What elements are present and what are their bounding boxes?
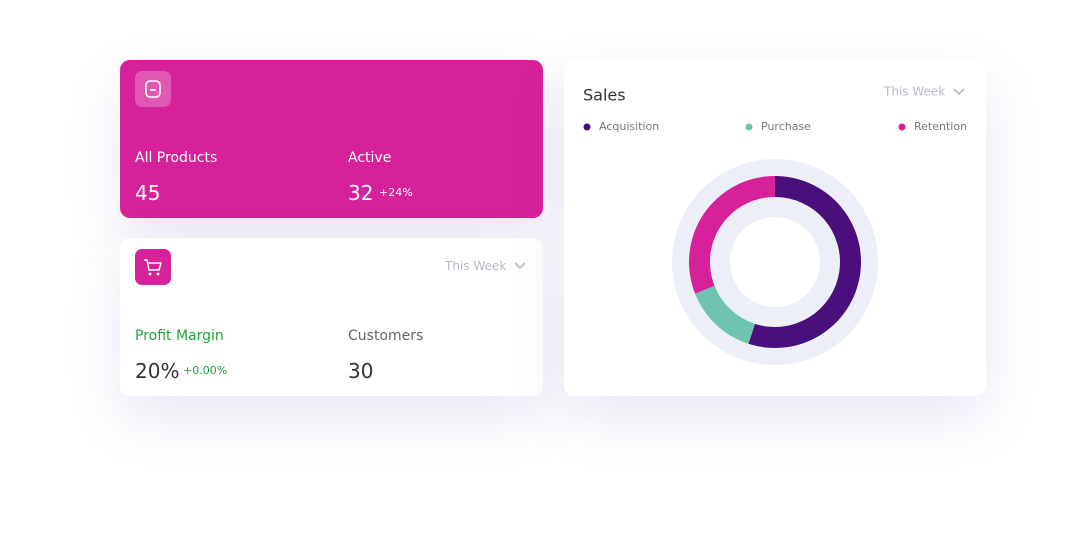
chevron[interactable]	[514, 262, 526, 270]
legend-label: Purchase	[761, 120, 811, 133]
legend-label: Retention	[914, 120, 967, 133]
chevron[interactable]	[953, 88, 965, 96]
value: 45	[135, 181, 161, 205]
legend-label: Acquisition	[599, 120, 659, 133]
cart-icon	[135, 249, 171, 285]
icon-glyph	[145, 80, 161, 98]
label: Profit Margin	[135, 328, 224, 344]
value: 20%	[135, 359, 180, 383]
products-card: All Products 45 Active 32 +24%	[120, 60, 543, 218]
value: 30	[348, 359, 374, 383]
change: +0.00%	[183, 364, 228, 377]
donut-segment	[695, 285, 755, 344]
value: 32	[348, 181, 374, 205]
dropdown[interactable]: This Week	[883, 85, 945, 99]
label: Customers	[348, 328, 424, 344]
donut-segment	[748, 176, 861, 348]
icon-glyph	[144, 259, 162, 276]
dropdown[interactable]: This Week	[445, 259, 507, 273]
legend-dot	[745, 123, 753, 131]
label: Active	[348, 150, 392, 166]
sales-card: Sales This Week Acquisition Purchase Reten…	[564, 60, 986, 396]
donut-segment	[689, 176, 775, 294]
ring-inner	[710, 197, 840, 327]
chart-title: Sales	[583, 86, 626, 105]
legend-dot	[583, 123, 591, 131]
profit-card: This Week Profit Margin 20% +0.00% Custo…	[120, 238, 543, 396]
ring-bg	[672, 159, 878, 365]
folder-icon	[135, 71, 171, 107]
legend-dot	[898, 123, 906, 131]
chart: Sales This Week Acquisition Purchase Reten…	[583, 85, 967, 365]
label: All Products	[135, 150, 218, 166]
change: +24%	[379, 186, 413, 199]
